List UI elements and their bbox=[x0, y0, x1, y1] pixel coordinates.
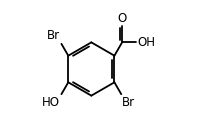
Text: OH: OH bbox=[137, 36, 155, 49]
Text: Br: Br bbox=[47, 30, 60, 43]
Text: Br: Br bbox=[122, 95, 135, 108]
Text: HO: HO bbox=[42, 95, 60, 108]
Text: O: O bbox=[118, 12, 127, 25]
